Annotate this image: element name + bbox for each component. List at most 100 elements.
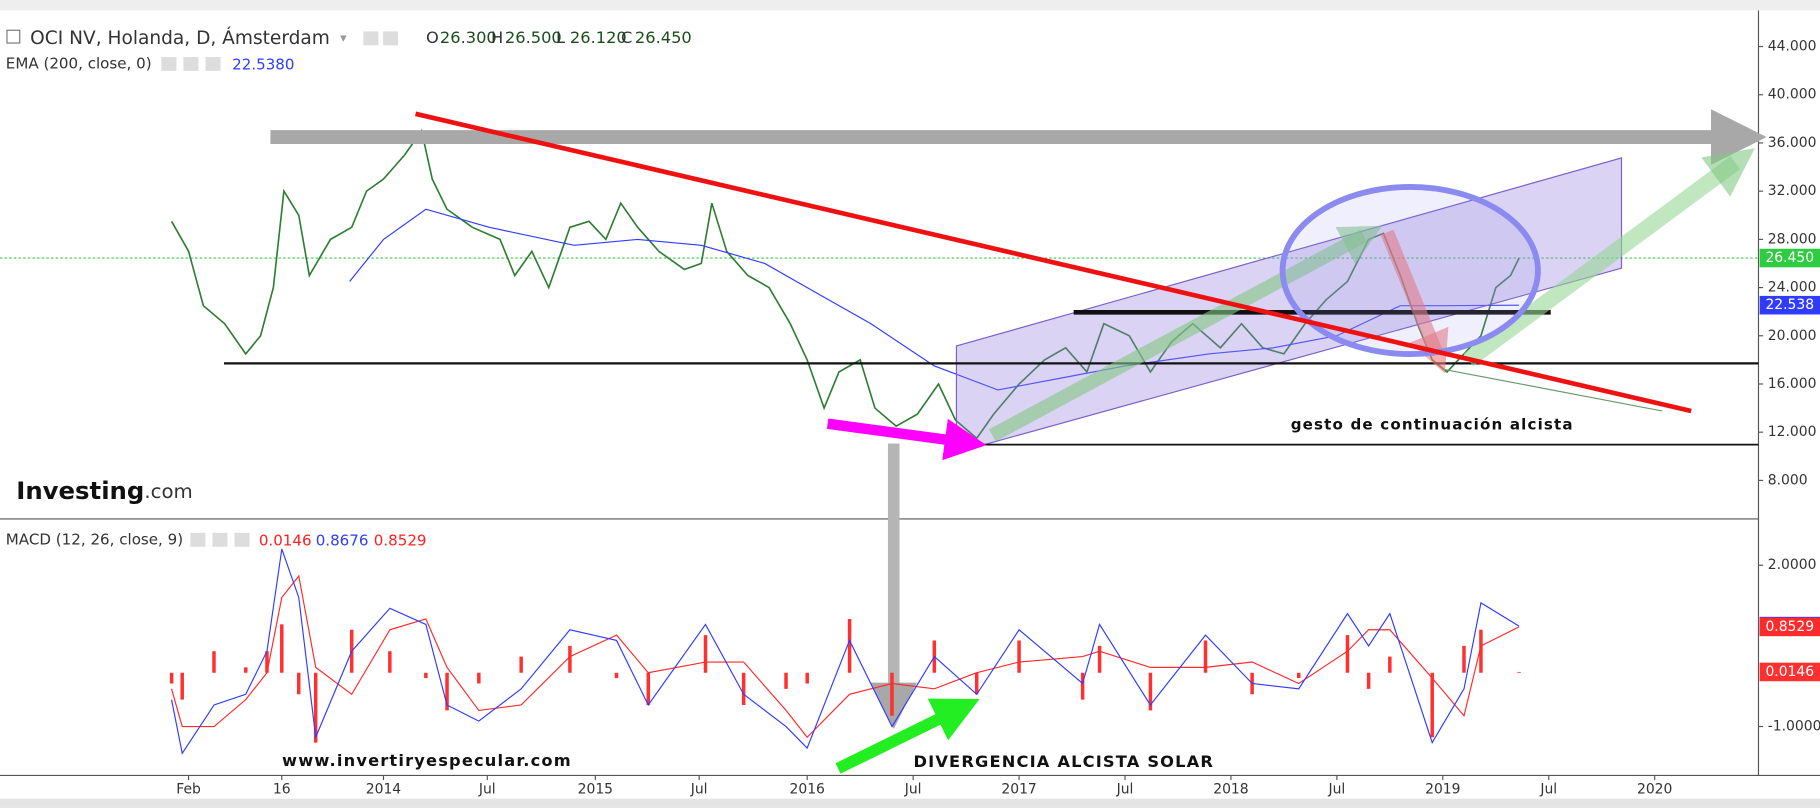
annotation: www.invertiryespecular.com xyxy=(282,751,572,770)
settings-icon[interactable] xyxy=(161,56,177,71)
signal-tag xyxy=(1759,617,1820,637)
histogram-bar xyxy=(805,672,809,684)
macd-line xyxy=(170,548,1520,755)
histogram-bar xyxy=(445,672,449,711)
settings-icon[interactable] xyxy=(383,31,399,46)
histogram-bar xyxy=(296,672,301,695)
ohlc-value: 26.500 xyxy=(505,28,562,47)
x-tick-label: Jul xyxy=(1539,781,1557,797)
y-tick-label: -1.0000 xyxy=(1768,719,1820,735)
x-tick-label: 2020 xyxy=(1637,781,1672,797)
trend-line xyxy=(1442,368,1663,412)
annotation: gesto de continuación alcista xyxy=(1291,415,1574,433)
histogram-bar xyxy=(424,672,428,679)
x-tick-label: 2015 xyxy=(578,781,613,797)
y-tick-label: 2.0000 xyxy=(1768,557,1817,573)
bottom-toolbar[interactable] xyxy=(0,798,1820,808)
close-icon[interactable] xyxy=(234,532,250,547)
price-tag-label: 26.450 xyxy=(1765,250,1814,266)
histogram-bar xyxy=(212,651,216,673)
histogram-bar xyxy=(388,651,392,673)
histogram-value: 0.0146 xyxy=(259,531,312,549)
histogram-bar xyxy=(477,672,481,684)
histogram-bar xyxy=(265,651,269,673)
price-line xyxy=(170,128,1520,440)
ema-line xyxy=(349,208,1520,391)
histogram-bar xyxy=(1097,645,1102,673)
histogram-bar xyxy=(169,672,174,684)
histogram-bar xyxy=(703,635,708,673)
annotation: DIVERGENCIA ALCISTA SOLAR xyxy=(913,752,1214,771)
histogram-bar xyxy=(1430,672,1434,738)
histogram-bar xyxy=(1517,671,1521,673)
ohlc-label: L xyxy=(556,28,565,47)
trend-arrow xyxy=(989,225,1383,442)
settings-icon[interactable] xyxy=(363,31,379,46)
ohlc-value: 26.120 xyxy=(570,28,627,47)
settings-icon[interactable] xyxy=(212,532,228,547)
price-pane: 8.000 12.000 16.000 20.000 24.000 28.000 32.00… xyxy=(0,39,1820,488)
ohlc-value: 26.300 xyxy=(440,28,497,47)
histogram-bar xyxy=(1203,640,1208,673)
histogram-bar xyxy=(519,656,523,673)
y-tick-label: 12.000 xyxy=(1768,424,1817,440)
macd-label: MACD (12, 26, close, 9) xyxy=(6,530,183,548)
watermark-suffix: .com xyxy=(144,480,192,503)
x-tick-label: 2016 xyxy=(790,781,825,797)
histogram-bar xyxy=(1080,672,1085,700)
ohlc-label: C xyxy=(621,28,632,47)
y-tick-label: 36.000 xyxy=(1768,135,1817,151)
target-arrow xyxy=(1463,148,1755,367)
x-tick-label: 2014 xyxy=(366,781,402,797)
watermark: Investing.com xyxy=(16,476,192,505)
top-toolbar[interactable] xyxy=(0,0,1820,11)
downtrend-line xyxy=(415,111,1692,414)
y-tick-label: 8.000 xyxy=(1768,472,1808,488)
ema-value: 22.5380 xyxy=(232,56,294,74)
x-tick-label: Jul xyxy=(904,781,922,797)
settings-icon[interactable] xyxy=(190,532,206,547)
watermark-brand: Investing xyxy=(16,476,144,505)
histogram-bar xyxy=(646,672,651,706)
histogram-bar xyxy=(974,672,979,695)
histogram-bar xyxy=(1296,672,1301,679)
x-tick-label: Jul xyxy=(1116,781,1134,797)
histogram-bar xyxy=(1017,640,1021,673)
collapse-icon[interactable] xyxy=(6,29,21,44)
y-tick-label: 16.000 xyxy=(1768,376,1817,392)
histogram-bar xyxy=(1388,656,1392,673)
settings-icon[interactable] xyxy=(183,56,199,71)
x-tick-label: 2019 xyxy=(1425,781,1460,797)
chart-title: OCI NV, Holanda, D, Ámsterdam xyxy=(30,26,330,49)
ema-tag-label: 22.538 xyxy=(1765,297,1814,313)
histogram-bar xyxy=(784,672,788,689)
histogram-bar xyxy=(280,624,284,673)
histogram-tag-label: 0.0146 xyxy=(1765,664,1814,680)
x-tick-label: 16 xyxy=(273,781,291,797)
ema-label: EMA (200, close, 0) xyxy=(6,54,152,72)
histogram-bar xyxy=(1148,672,1153,711)
menu-caret[interactable]: ▾ xyxy=(340,31,347,46)
ema-tag xyxy=(1759,295,1820,315)
close-icon[interactable] xyxy=(205,56,221,71)
macd-value: 0.8676 xyxy=(316,531,369,549)
y-tick-label: 40.000 xyxy=(1768,87,1817,103)
x-tick-label: Jul xyxy=(1327,781,1345,797)
histogram-tag xyxy=(1759,662,1820,682)
drawings xyxy=(224,109,1767,774)
ohlc-label: O xyxy=(426,28,439,47)
divergence-arrow xyxy=(835,698,980,774)
price-tag xyxy=(1759,248,1820,268)
signal-line xyxy=(170,574,1520,739)
ohlc-value: 26.450 xyxy=(635,28,692,47)
x-tick-label: Feb xyxy=(176,781,201,797)
y-tick-label: 28.000 xyxy=(1768,231,1817,247)
macd-pane: 2.0000 -1.0000 Feb 16 2014 Jul 2015 Jul 2016 Jul 2… xyxy=(169,548,1820,797)
histogram-bar xyxy=(741,672,746,706)
highlight-circle xyxy=(1279,184,1541,357)
histogram-bar xyxy=(890,672,894,716)
histogram-bar xyxy=(313,672,318,743)
histogram-bar xyxy=(1462,645,1466,673)
